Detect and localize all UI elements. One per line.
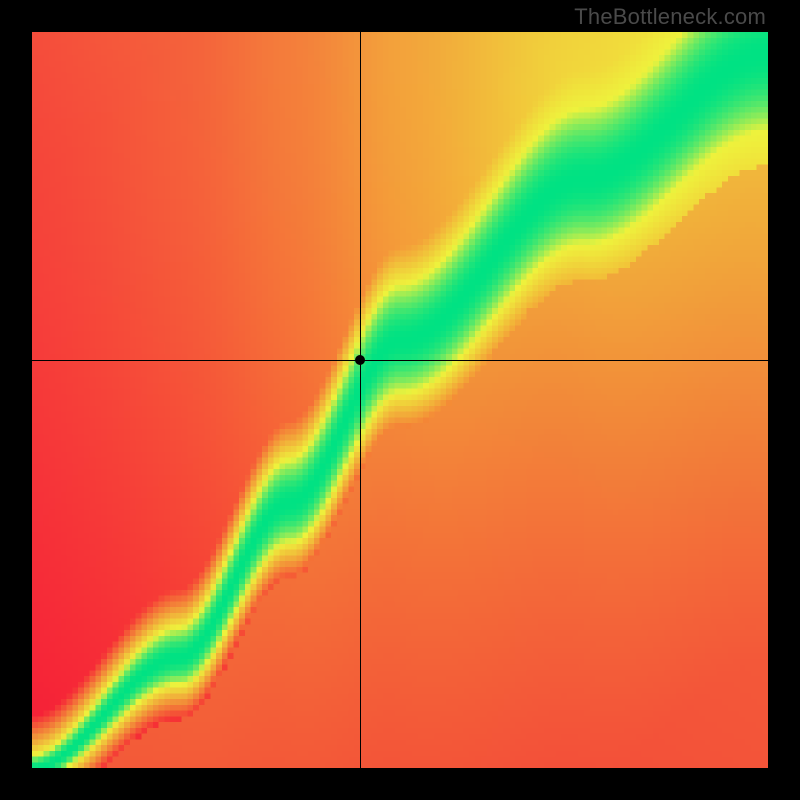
selection-marker xyxy=(355,355,365,365)
crosshair-horizontal xyxy=(32,360,768,361)
watermark-text: TheBottleneck.com xyxy=(574,4,766,30)
crosshair-vertical xyxy=(360,32,361,768)
outer-frame: TheBottleneck.com xyxy=(0,0,800,800)
heatmap-canvas xyxy=(32,32,768,768)
heatmap-plot xyxy=(32,32,768,768)
